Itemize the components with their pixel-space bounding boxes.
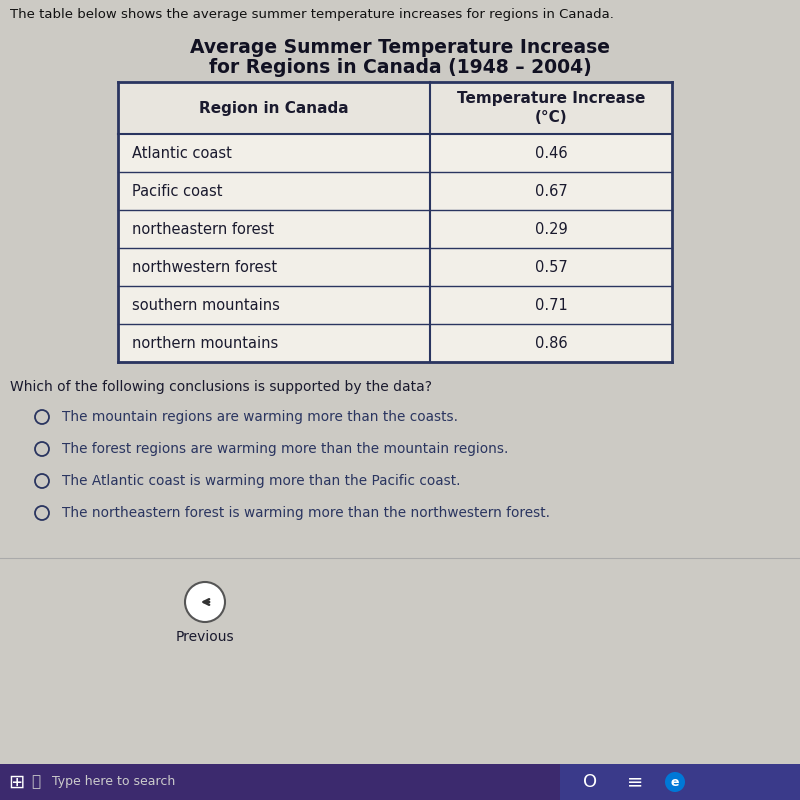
Text: 0.67: 0.67 [534,183,567,198]
Text: Atlantic coast: Atlantic coast [132,146,232,161]
Text: 0.46: 0.46 [534,146,567,161]
Text: ⌕: ⌕ [31,774,41,790]
Text: 0.57: 0.57 [534,259,567,274]
Text: 0.86: 0.86 [534,335,567,350]
Text: northeastern forest: northeastern forest [132,222,274,237]
Text: Region in Canada: Region in Canada [199,101,349,115]
Text: ≡: ≡ [627,773,643,791]
Text: for Regions in Canada (1948 – 2004): for Regions in Canada (1948 – 2004) [209,58,591,77]
Text: northwestern forest: northwestern forest [132,259,277,274]
Text: O: O [583,773,597,791]
Circle shape [185,582,225,622]
Text: ⊞: ⊞ [8,773,24,791]
Text: 0.29: 0.29 [534,222,567,237]
Text: Which of the following conclusions is supported by the data?: Which of the following conclusions is su… [10,380,432,394]
Bar [118,82,672,362]
Text: e: e [670,775,679,789]
Text: The mountain regions are warming more than the coasts.: The mountain regions are warming more th… [62,410,458,424]
Bar [118,82,672,134]
Text: The forest regions are warming more than the mountain regions.: The forest regions are warming more than… [62,442,508,456]
Text: Previous: Previous [176,630,234,644]
Text: southern mountains: southern mountains [132,298,280,313]
Bar [560,764,800,800]
Bar [0,764,800,800]
Text: The table below shows the average summer temperature increases for regions in Ca: The table below shows the average summer… [10,8,614,21]
Text: The Atlantic coast is warming more than the Pacific coast.: The Atlantic coast is warming more than … [62,474,461,488]
Text: (°C): (°C) [534,110,567,125]
Text: Temperature Increase: Temperature Increase [457,91,645,106]
Text: 0.71: 0.71 [534,298,567,313]
Text: Type here to search: Type here to search [52,775,175,789]
Circle shape [665,772,685,792]
Text: Pacific coast: Pacific coast [132,183,222,198]
Text: northern mountains: northern mountains [132,335,278,350]
Text: The northeastern forest is warming more than the northwestern forest.: The northeastern forest is warming more … [62,506,550,520]
Text: Average Summer Temperature Increase: Average Summer Temperature Increase [190,38,610,57]
